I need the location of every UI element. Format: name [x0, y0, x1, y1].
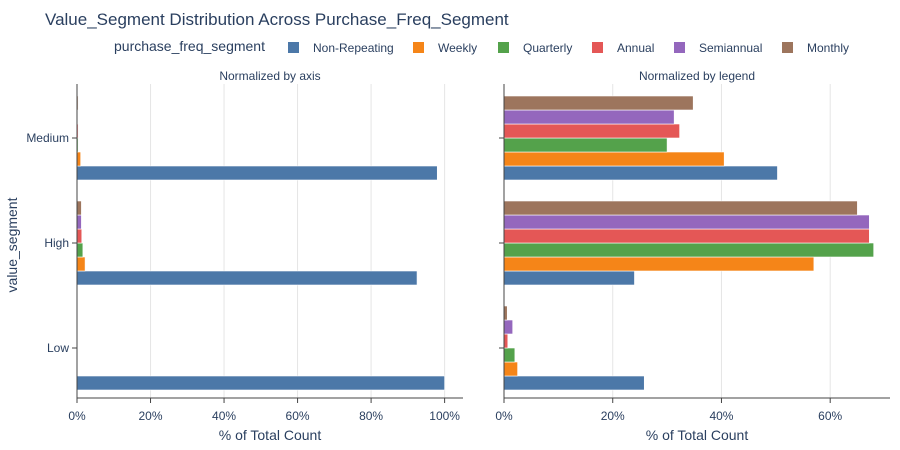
- bar[interactable]: [503, 347, 516, 363]
- bar[interactable]: [76, 165, 438, 181]
- legend-label: Weekly: [438, 41, 477, 55]
- x-axis-label: % of Total Count: [219, 427, 322, 443]
- bar[interactable]: [503, 333, 509, 349]
- bar[interactable]: [503, 109, 675, 125]
- x-tick-label: 40%: [212, 409, 236, 423]
- bar[interactable]: [76, 375, 445, 391]
- panels: Normalized by axis 0% 20% 40% 60% 80% 100% Low H…: [26, 69, 890, 443]
- legend-item[interactable]: Monthly: [782, 41, 849, 55]
- x-tick-label: 60%: [818, 409, 842, 423]
- legend-item[interactable]: Non-Repeating: [288, 41, 394, 55]
- bar[interactable]: [76, 228, 83, 244]
- legend-swatch: [498, 42, 509, 53]
- legend-title: purchase_freq_segment: [114, 38, 265, 54]
- x-tick-label: 60%: [286, 409, 310, 423]
- bar[interactable]: [503, 95, 694, 111]
- bar[interactable]: [503, 123, 680, 139]
- legend-swatch: [674, 42, 685, 53]
- bar[interactable]: [76, 151, 81, 167]
- x-tick-label: 0%: [495, 409, 513, 423]
- x-tick-label: 40%: [709, 409, 733, 423]
- bar[interactable]: [76, 242, 84, 258]
- legend-swatch: [592, 42, 603, 53]
- legend-swatch: [288, 42, 299, 53]
- legend: purchase_freq_segment Non-Repeating Weekl…: [114, 38, 849, 55]
- legend-item[interactable]: Weekly: [413, 41, 477, 55]
- bar[interactable]: [503, 270, 635, 286]
- chart-title: Value_Segment Distribution Across Purcha…: [45, 10, 509, 29]
- bar[interactable]: [503, 375, 645, 391]
- panel: Normalized by legend 0% 20% 40% 60% % of Tota…: [495, 69, 890, 443]
- legend-label: Quarterly: [523, 41, 572, 55]
- y-tick-label: High: [44, 236, 69, 250]
- legend-swatch: [413, 42, 424, 53]
- legend-item[interactable]: Semiannual: [674, 41, 762, 55]
- bar[interactable]: [76, 200, 82, 216]
- bar[interactable]: [76, 270, 418, 286]
- x-tick-label: 80%: [359, 409, 383, 423]
- bar[interactable]: [503, 137, 668, 153]
- panel-subtitle: Normalized by legend: [639, 69, 755, 83]
- x-axis-label: % of Total Count: [646, 427, 749, 443]
- x-tick-label: 20%: [601, 409, 625, 423]
- legend-item[interactable]: Annual: [592, 41, 654, 55]
- bar[interactable]: [503, 242, 874, 258]
- bar[interactable]: [503, 319, 513, 335]
- bar[interactable]: [76, 214, 82, 230]
- y-axis-label: value_segment: [4, 197, 20, 292]
- legend-label: Non-Repeating: [313, 41, 394, 55]
- bar[interactable]: [503, 214, 870, 230]
- legend-label: Monthly: [807, 41, 849, 55]
- bar[interactable]: [503, 151, 725, 167]
- x-tick-label: 20%: [139, 409, 163, 423]
- bar[interactable]: [76, 256, 86, 272]
- legend-swatch: [782, 42, 793, 53]
- x-tick-label: 0%: [68, 409, 86, 423]
- legend-item[interactable]: Quarterly: [498, 41, 572, 55]
- legend-label: Semiannual: [699, 41, 762, 55]
- legend-label: Annual: [617, 41, 654, 55]
- panel-subtitle: Normalized by axis: [219, 69, 320, 83]
- bar[interactable]: [503, 256, 815, 272]
- x-tick-label: 100%: [429, 409, 460, 423]
- bar[interactable]: [503, 361, 518, 377]
- y-tick-label: Medium: [26, 131, 69, 145]
- bar[interactable]: [503, 200, 858, 216]
- bar[interactable]: [503, 165, 778, 181]
- bar[interactable]: [503, 228, 870, 244]
- y-tick-label: Low: [47, 341, 69, 355]
- panel: Normalized by axis 0% 20% 40% 60% 80% 100% Low H…: [26, 69, 463, 443]
